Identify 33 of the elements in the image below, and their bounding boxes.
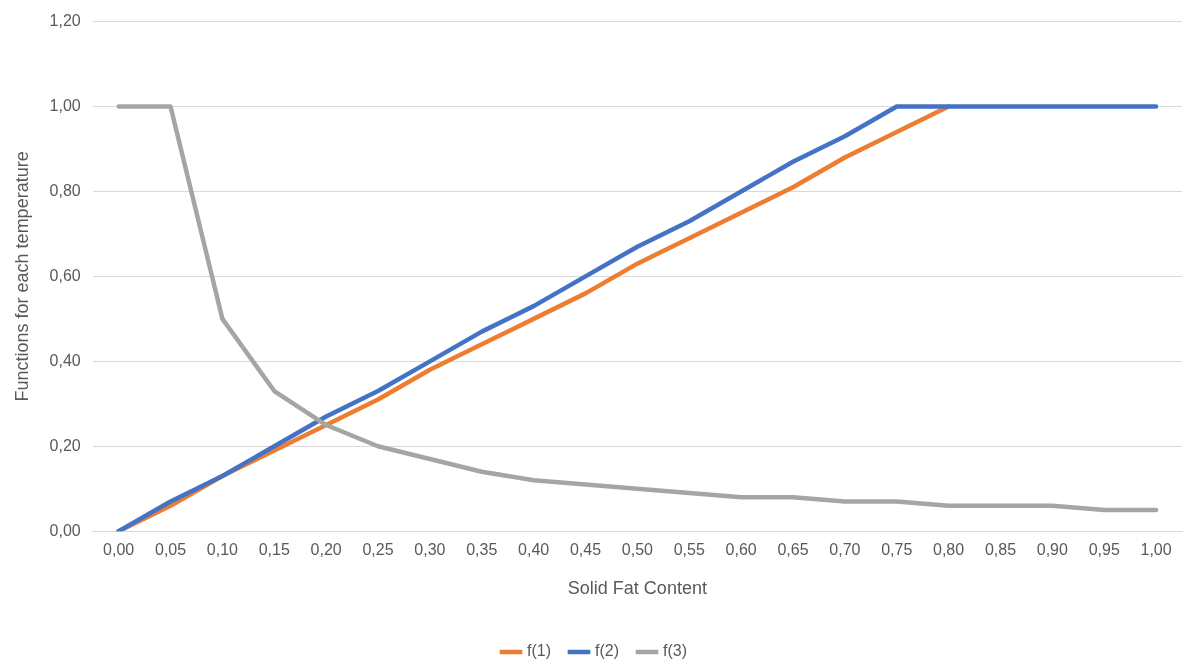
x-tick-label: 0,45: [569, 541, 602, 559]
y-tick-label: 0,80: [49, 181, 81, 199]
x-tick-label: 0,15: [258, 541, 290, 559]
y-tick-label: 1,20: [49, 12, 81, 30]
x-tick-label: 0,20: [310, 541, 342, 559]
x-tick-label: 0,25: [362, 541, 394, 559]
y-tick-label: 0,20: [49, 436, 81, 454]
x-tick-label: 0,60: [725, 541, 757, 559]
x-tick-label: 0,40: [518, 541, 550, 559]
x-tick-label: 0,90: [1036, 541, 1068, 559]
x-tick-label: 0,70: [829, 541, 861, 559]
x-axis-title: Solid Fat Content: [567, 578, 707, 599]
x-tick-label: 0,00: [103, 541, 135, 559]
y-tick-label: 1,00: [49, 96, 81, 114]
legend-label: f(3): [663, 642, 687, 660]
x-tick-label: 0,50: [621, 541, 654, 559]
y-tick-label: 0,40: [49, 351, 81, 369]
legend-label: f(2): [595, 642, 619, 660]
x-tick-label: 0,85: [984, 541, 1017, 559]
x-tick-label: 0,05: [154, 541, 187, 559]
x-tick-label: 0,75: [881, 541, 913, 559]
x-tick-label: 1,00: [1140, 541, 1172, 559]
legend-label: f(1): [527, 642, 551, 660]
y-tick-label: 0,00: [49, 521, 81, 539]
x-tick-label: 0,65: [777, 541, 809, 559]
x-tick-label: 0,80: [933, 541, 965, 559]
y-tick-label: 0,60: [49, 266, 81, 284]
x-tick-label: 0,30: [414, 541, 446, 559]
x-tick-label: 0,35: [466, 541, 498, 559]
y-axis-title: Functions for each temperature: [11, 151, 32, 402]
x-tick-label: 0,10: [206, 541, 239, 559]
x-tick-label: 0,95: [1088, 541, 1120, 559]
x-tick-label: 0,55: [673, 541, 705, 559]
